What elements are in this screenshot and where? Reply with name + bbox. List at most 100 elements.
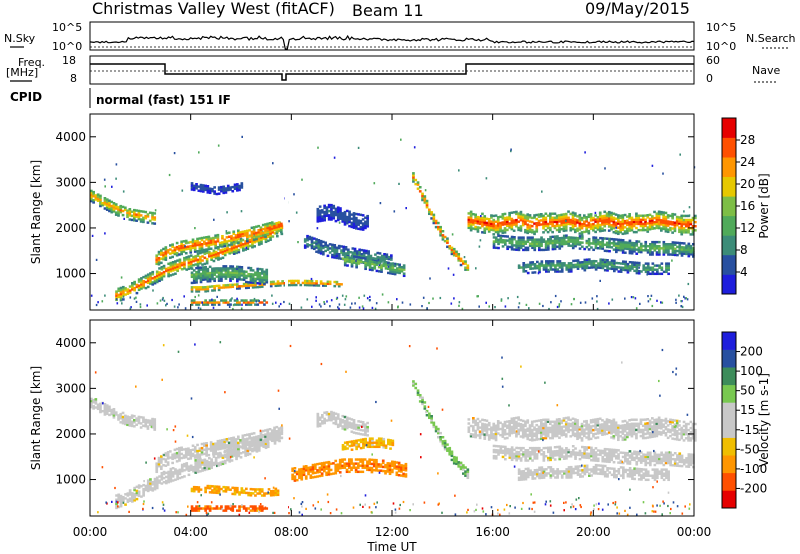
heatmap-cell [391, 272, 395, 275]
heatmap-cell [334, 219, 338, 223]
heatmap-cell [390, 256, 393, 259]
heatmap-cell [119, 412, 123, 416]
noise-cell [139, 305, 142, 309]
heatmap-cell [622, 266, 625, 270]
heatmap-cell [240, 487, 244, 490]
heatmap-cell [110, 412, 114, 416]
heatmap-cell [610, 237, 614, 241]
heatmap-cell [646, 222, 650, 225]
heatmap-cell [323, 465, 326, 469]
heatmap-cell [671, 251, 675, 254]
heatmap-cell [302, 473, 306, 477]
heatmap-cell [416, 389, 420, 392]
heatmap-cell [210, 460, 213, 463]
heatmap-cell [347, 254, 350, 258]
heatmap-cell [476, 215, 480, 219]
heatmap-cell [366, 216, 369, 220]
heatmap-cell [198, 241, 202, 244]
heatmap-cell [612, 224, 616, 228]
heatmap-cell [270, 429, 274, 432]
heatmap-cell [334, 209, 338, 213]
heatmap-cell [522, 236, 525, 239]
heatmap-cell [166, 457, 170, 460]
heatmap-cell [571, 236, 575, 239]
heatmap-cell [158, 277, 161, 280]
heatmap-cell [680, 250, 684, 253]
heatmap-cell [628, 213, 631, 216]
heatmap-cell [128, 489, 132, 492]
heatmap-cell [187, 267, 191, 271]
heatmap-cell [492, 246, 496, 249]
heatmap-cell [252, 432, 256, 435]
heatmap-cell [128, 416, 132, 419]
heatmap-cell [311, 476, 315, 479]
power-colorbar-tick: 8 [740, 243, 748, 257]
heatmap-cell [290, 279, 293, 283]
heatmap-cell [490, 214, 493, 217]
heatmap-cell [271, 231, 275, 234]
heatmap-cell [196, 451, 199, 455]
heatmap-cell [155, 260, 159, 263]
heatmap-cell [585, 220, 588, 223]
heatmap-cell [619, 231, 622, 234]
heatmap-cell [581, 241, 584, 244]
heatmap-cell [266, 432, 270, 436]
heatmap-cell [549, 237, 552, 241]
heatmap-cell [133, 497, 136, 500]
heatmap-cell [375, 441, 379, 444]
heatmap-cell [206, 274, 210, 277]
heatmap-cell [233, 275, 237, 279]
heatmap-cell [607, 223, 611, 226]
heatmap-cell [144, 214, 148, 218]
heatmap-cell [393, 270, 397, 274]
heatmap-cell [353, 255, 356, 258]
heatmap-cell [226, 450, 229, 454]
heatmap-cell [280, 228, 283, 232]
noise-cell [542, 304, 544, 308]
heatmap-cell [203, 444, 206, 447]
heatmap-cell [675, 219, 679, 223]
heatmap-cell [635, 230, 638, 234]
heatmap-cell [192, 188, 196, 192]
heatmap-cell [592, 242, 595, 245]
heatmap-cell [610, 267, 614, 271]
heatmap-cell [224, 275, 228, 278]
heatmap-cell [135, 497, 139, 501]
heatmap-cell [219, 251, 223, 254]
heatmap-cell [355, 212, 358, 216]
heatmap-cell [202, 188, 205, 191]
heatmap-cell [528, 242, 532, 245]
heatmap-cell [530, 229, 534, 232]
heatmap-cell [232, 444, 236, 448]
heatmap-cell [506, 424, 509, 427]
heatmap-cell [324, 284, 327, 287]
heatmap-cell [542, 216, 545, 220]
heatmap-cell [526, 229, 530, 233]
heatmap-cell [343, 466, 347, 469]
heatmap-cell [653, 272, 657, 276]
heatmap-cell [496, 424, 500, 427]
heatmap-cell [194, 259, 198, 262]
heatmap-cell [386, 468, 390, 471]
noise-cell [478, 305, 480, 308]
heatmap-cell [353, 439, 356, 443]
heatmap-cell [512, 221, 516, 224]
noise-cell [504, 305, 507, 308]
heatmap-cell [594, 224, 597, 228]
heatmap-cell [387, 255, 391, 259]
heatmap-cell [189, 466, 193, 470]
heatmap-cell [331, 243, 334, 247]
noise-cell [357, 146, 360, 149]
heatmap-cell [519, 244, 523, 248]
power-band-1 [115, 221, 284, 302]
heatmap-cell [615, 246, 618, 250]
heatmap-cell [94, 402, 98, 405]
heatmap-cell [562, 240, 566, 244]
heatmap-cell [617, 244, 620, 248]
heatmap-cell [269, 280, 273, 284]
heatmap-cell [517, 236, 521, 239]
heatmap-cell [183, 267, 186, 270]
heatmap-cell [249, 492, 253, 495]
heatmap-cell [167, 270, 170, 274]
